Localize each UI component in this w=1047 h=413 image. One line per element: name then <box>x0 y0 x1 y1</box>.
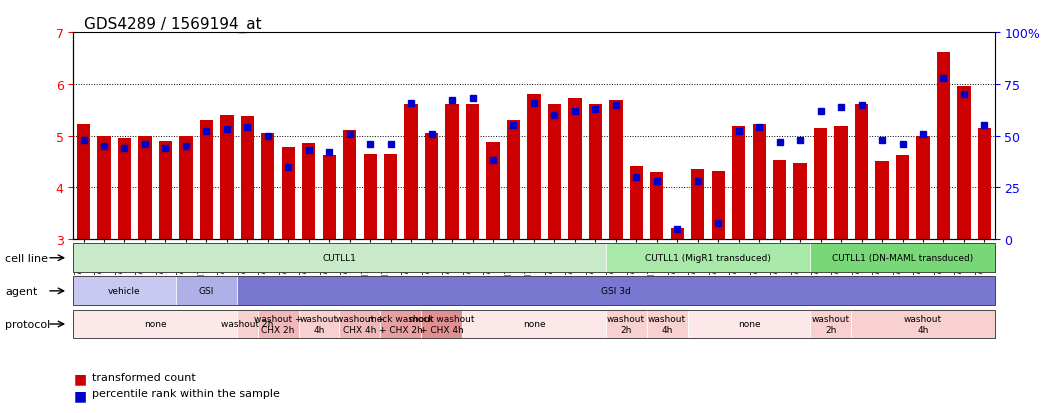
Bar <box>487 142 499 240</box>
Bar <box>978 128 992 240</box>
Text: percentile rank within the sample: percentile rank within the sample <box>92 388 280 398</box>
Text: GDS4289 / 1569194_at: GDS4289 / 1569194_at <box>84 17 262 33</box>
Bar <box>629 166 643 240</box>
Bar <box>528 95 540 240</box>
Text: CUTLL1 (DN-MAML transduced): CUTLL1 (DN-MAML transduced) <box>832 254 973 263</box>
Bar <box>691 170 705 240</box>
Text: none: none <box>738 320 760 329</box>
Bar <box>303 144 315 240</box>
Bar <box>425 134 439 240</box>
Text: GSI: GSI <box>199 287 214 296</box>
Text: transformed count: transformed count <box>92 372 196 382</box>
Bar <box>138 136 152 240</box>
Bar <box>159 141 172 240</box>
Text: washout +
CHX 4h: washout + CHX 4h <box>336 315 384 334</box>
Text: agent: agent <box>5 286 38 296</box>
Text: none: none <box>522 320 545 329</box>
Bar <box>76 125 90 240</box>
Text: protocol: protocol <box>5 319 50 329</box>
Bar <box>957 87 971 240</box>
Bar <box>753 125 765 240</box>
Bar <box>588 104 602 240</box>
Bar <box>732 127 745 240</box>
Bar <box>609 101 623 240</box>
Bar <box>118 139 131 240</box>
Bar <box>773 161 786 240</box>
Bar <box>322 156 336 240</box>
Text: washout 2h: washout 2h <box>221 320 273 329</box>
Bar <box>937 53 950 240</box>
Bar <box>343 131 356 240</box>
Bar <box>834 127 848 240</box>
Bar <box>650 173 664 240</box>
Text: mock washout
+ CHX 2h: mock washout + CHX 2h <box>369 315 433 334</box>
Bar <box>466 104 480 240</box>
Text: CUTLL1 (MigR1 transduced): CUTLL1 (MigR1 transduced) <box>645 254 771 263</box>
Bar <box>220 116 233 240</box>
Text: washout +
CHX 2h: washout + CHX 2h <box>253 315 303 334</box>
Bar <box>896 156 909 240</box>
Bar <box>200 121 213 240</box>
Bar <box>875 162 889 240</box>
Text: washout
2h: washout 2h <box>811 315 850 334</box>
Bar <box>241 116 254 240</box>
Bar <box>363 154 377 240</box>
Bar <box>282 148 295 240</box>
Bar <box>855 104 868 240</box>
Text: washout
4h: washout 4h <box>904 315 942 334</box>
Bar <box>794 163 807 240</box>
Text: GSI 3d: GSI 3d <box>601 287 630 296</box>
Bar <box>97 136 111 240</box>
Bar <box>916 136 930 240</box>
Text: mock washout
+ CHX 4h: mock washout + CHX 4h <box>409 315 474 334</box>
Bar <box>404 104 418 240</box>
Bar <box>507 121 520 240</box>
Text: none: none <box>143 320 166 329</box>
Text: ■: ■ <box>73 372 87 386</box>
Bar <box>384 154 397 240</box>
Text: washout
4h: washout 4h <box>648 315 686 334</box>
Text: washout
4h: washout 4h <box>299 315 338 334</box>
Bar <box>548 104 561 240</box>
Text: CUTLL1: CUTLL1 <box>322 254 356 263</box>
Text: cell line: cell line <box>5 253 48 263</box>
Bar <box>712 171 725 240</box>
Text: vehicle: vehicle <box>108 287 140 296</box>
Text: washout
2h: washout 2h <box>607 315 645 334</box>
Bar <box>569 99 581 240</box>
Bar <box>261 134 274 240</box>
Bar <box>445 104 459 240</box>
Bar <box>671 228 684 240</box>
Text: ■: ■ <box>73 388 87 402</box>
Bar <box>179 136 193 240</box>
Bar <box>814 128 827 240</box>
